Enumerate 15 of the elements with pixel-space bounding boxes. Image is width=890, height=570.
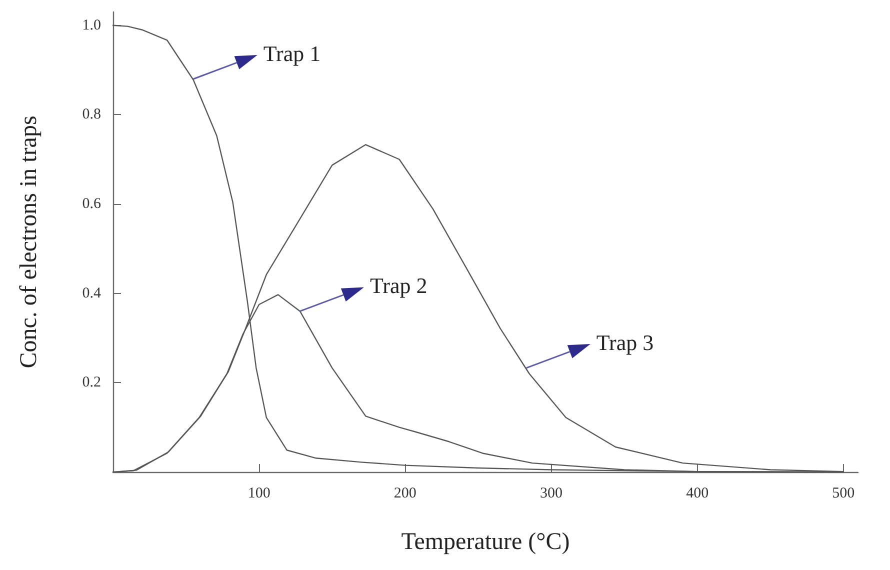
x-tick-label: 400 [686, 486, 709, 502]
y-tick-label: 0.8 [82, 106, 101, 123]
y-tick-label: 0.4 [82, 285, 102, 302]
x-tick-label: 500 [832, 486, 855, 502]
annotation: Trap 1 [263, 40, 321, 66]
x-axis-title: Temperature (°C) [401, 529, 570, 555]
x-tick-label: 100 [248, 486, 270, 502]
x-tick-label: 300 [540, 486, 562, 502]
annotation: Trap 2 [370, 273, 428, 298]
x-tick-label: 200 [394, 486, 416, 502]
y-tick-label: 1.0 [82, 17, 101, 34]
y-tick-label: 0.2 [82, 374, 101, 391]
y-tick-label: 0.6 [82, 196, 102, 212]
y-axis-title: Conc. of electrons in traps [16, 116, 42, 368]
annotation: Trap 3 [596, 330, 654, 355]
